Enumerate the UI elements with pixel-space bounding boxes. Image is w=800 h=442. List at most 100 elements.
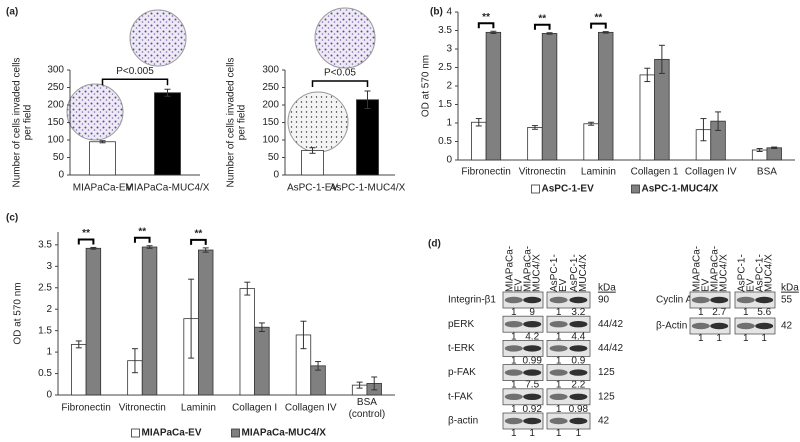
error-bar bbox=[602, 31, 609, 34]
lane-label: MIAPaCa-MUC4/X bbox=[709, 246, 729, 292]
error-bar bbox=[99, 140, 106, 144]
x-tick-label: AsPC-1-MUC4/X bbox=[330, 183, 406, 194]
text-line: MIAPaCa- bbox=[522, 246, 533, 292]
y-tick-label: 200 bbox=[262, 100, 279, 111]
text-line: EV bbox=[745, 278, 756, 292]
blot-membrane bbox=[689, 317, 731, 335]
blot-membrane bbox=[502, 339, 544, 357]
x-tick-label: Collagen I bbox=[232, 403, 277, 414]
y-axis-label: Number of cells invaded cellsper field bbox=[225, 57, 247, 187]
fold-change: 1 bbox=[511, 331, 517, 342]
error-bar bbox=[531, 125, 538, 130]
protein-label: t-ERK bbox=[448, 343, 475, 354]
error-bar bbox=[300, 320, 307, 350]
bar bbox=[198, 249, 214, 396]
error-bar bbox=[715, 111, 722, 131]
y-tick-label: 250 bbox=[47, 82, 64, 93]
blot-membrane bbox=[502, 315, 544, 333]
significance-bracket bbox=[190, 238, 207, 245]
lane-label: AsPC-1-EV bbox=[736, 254, 756, 292]
panel-label: (d) bbox=[428, 239, 441, 250]
x-tick-label: AsPC-1-EV bbox=[287, 183, 338, 194]
text-line: AsPC-1- bbox=[754, 254, 765, 292]
error-bar bbox=[164, 88, 171, 97]
x-tick-label: Collagen IV bbox=[685, 167, 737, 178]
y-axis-label: OD at 570 nm bbox=[13, 282, 24, 344]
fold-change: 1 bbox=[556, 404, 562, 415]
text-line: EV bbox=[558, 278, 569, 292]
kda-value: 90 bbox=[598, 295, 610, 306]
blot-band bbox=[736, 296, 755, 304]
fold-change: 1 bbox=[576, 428, 582, 439]
blot-membrane bbox=[546, 315, 591, 333]
y-tick-label: 200 bbox=[47, 100, 64, 111]
blot-band bbox=[549, 417, 568, 425]
error-bar bbox=[700, 118, 707, 142]
error-bar bbox=[588, 121, 595, 126]
y-tick-label: 3 bbox=[46, 261, 52, 272]
x-tick-label: Collagen IV bbox=[285, 403, 337, 414]
blot-band bbox=[569, 296, 588, 304]
text-line: BSA bbox=[357, 397, 377, 408]
x-tick-label: Vitronectin bbox=[119, 403, 166, 414]
blot-band bbox=[549, 369, 568, 376]
fold-change: 9 bbox=[529, 307, 535, 318]
blot-band bbox=[523, 296, 542, 304]
significance-bracket bbox=[311, 80, 369, 87]
y-axis-label: OD at 570 nm bbox=[421, 55, 432, 117]
error-bar bbox=[771, 146, 778, 150]
legend-label: MIAPaCa-MUC4/X bbox=[242, 428, 327, 439]
blot-band bbox=[523, 393, 542, 400]
lane-label: MIAPaCa-EV bbox=[504, 246, 524, 292]
fold-change: 1 bbox=[761, 333, 767, 344]
error-bar bbox=[546, 32, 553, 35]
blot-band bbox=[569, 369, 588, 376]
fold-change: 1 bbox=[698, 307, 704, 318]
blot-band bbox=[523, 369, 542, 376]
text-line: AsPC-1- bbox=[569, 254, 580, 292]
legend-swatch bbox=[231, 428, 240, 438]
legend-label: AsPC-1-MUC4/X bbox=[642, 184, 719, 195]
bar bbox=[766, 147, 782, 161]
blot-band bbox=[569, 321, 588, 328]
legend-label: MIAPaCa-EV bbox=[142, 428, 202, 439]
panel-label: (c) bbox=[6, 213, 18, 224]
kda-value: 44/42 bbox=[598, 319, 623, 330]
significance-label: ** bbox=[482, 12, 490, 23]
fold-change: 1 bbox=[716, 333, 722, 344]
bar bbox=[527, 127, 543, 161]
micrograph bbox=[314, 7, 376, 69]
bar bbox=[301, 150, 324, 176]
text-line: MUC4/X bbox=[531, 254, 542, 292]
error-bar bbox=[356, 381, 363, 389]
blot-band bbox=[523, 345, 542, 352]
blot-band bbox=[504, 393, 523, 400]
protein-label: pERK bbox=[448, 319, 474, 330]
bar bbox=[154, 92, 181, 176]
fold-change: 7.5 bbox=[525, 380, 539, 391]
y-tick-label: 0 bbox=[46, 390, 52, 401]
y-tick-label: 50 bbox=[268, 152, 280, 163]
text-line: per field bbox=[22, 105, 33, 141]
blot-band bbox=[549, 296, 568, 304]
x-tick-label: Vitronectin bbox=[519, 167, 566, 178]
error-bar bbox=[371, 376, 378, 391]
fold-change: 0.9 bbox=[571, 356, 585, 367]
kda-value: 55 bbox=[781, 295, 793, 306]
blot-band bbox=[504, 369, 523, 376]
protein-label: Cyclin A2 bbox=[656, 295, 698, 306]
blot-membrane bbox=[546, 364, 591, 382]
blot-band bbox=[710, 296, 729, 304]
error-bar bbox=[309, 147, 316, 154]
blot-band bbox=[549, 393, 568, 400]
y-tick-label: 1.5 bbox=[438, 99, 452, 110]
significance-bracket bbox=[77, 238, 95, 245]
bar bbox=[71, 343, 87, 396]
significance-label: ** bbox=[538, 13, 546, 24]
lane-label: AsPC-1-MUC4/X bbox=[569, 254, 589, 292]
fold-change: 1 bbox=[556, 428, 562, 439]
fold-change: 1 bbox=[698, 333, 704, 344]
blot-membrane bbox=[546, 412, 591, 430]
error-bar bbox=[258, 322, 265, 333]
kda-value: 42 bbox=[598, 416, 610, 427]
